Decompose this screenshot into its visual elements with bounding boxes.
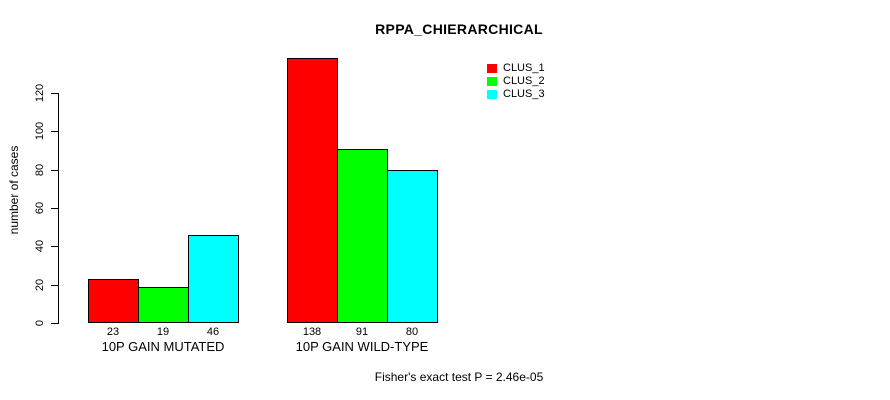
- bar-value-label: 91: [355, 326, 369, 338]
- category-label: 10P GAIN MUTATED: [101, 339, 225, 354]
- legend-item: CLUS_3: [487, 88, 545, 101]
- bar-value-label: 19: [156, 326, 170, 338]
- legend-swatch-clus_1: [487, 64, 497, 73]
- legend-swatch-clus_3: [487, 90, 497, 99]
- bar-clus_3-1: [188, 235, 239, 323]
- y-tick-label: 0: [34, 319, 46, 327]
- y-axis-tick: [51, 208, 58, 209]
- legend-label: CLUS_2: [503, 75, 545, 87]
- y-tick-label: 100: [34, 121, 46, 141]
- bar-clus_1-2: [287, 58, 338, 323]
- y-tick-label: 120: [34, 83, 46, 103]
- y-tick-label: 40: [34, 239, 46, 253]
- bar-clus_1-1: [88, 279, 139, 323]
- y-tick-label: 80: [34, 163, 46, 177]
- y-axis-tick: [51, 285, 58, 286]
- y-axis-line: [58, 93, 59, 324]
- y-tick-label: 20: [34, 278, 46, 292]
- bar-value-label: 138: [302, 326, 322, 338]
- bar-value-label: 80: [405, 326, 419, 338]
- chart-title: RPPA_CHIERARCHICAL: [375, 21, 543, 37]
- legend-label: CLUS_1: [503, 62, 545, 74]
- bar-clus_3-2: [387, 170, 438, 323]
- legend-swatch-clus_2: [487, 77, 497, 86]
- y-axis-tick: [51, 170, 58, 171]
- y-tick-label: 60: [34, 201, 46, 215]
- legend-item: CLUS_2: [487, 75, 545, 88]
- legend: CLUS_1 CLUS_2 CLUS_3: [487, 62, 545, 101]
- y-axis-tick: [51, 131, 58, 132]
- stat-annotation: Fisher's exact test P = 2.46e-05: [374, 370, 544, 384]
- legend-item: CLUS_1: [487, 62, 545, 75]
- bar-clus_2-1: [138, 287, 189, 323]
- legend-label: CLUS_3: [503, 88, 545, 100]
- y-axis-tick: [51, 323, 58, 324]
- y-axis-tick: [51, 246, 58, 247]
- bar-value-label: 46: [206, 326, 220, 338]
- category-label: 10P GAIN WILD-TYPE: [295, 339, 429, 354]
- bar-value-label: 23: [106, 326, 120, 338]
- bar-clus_2-2: [337, 149, 388, 323]
- y-axis-tick: [51, 93, 58, 94]
